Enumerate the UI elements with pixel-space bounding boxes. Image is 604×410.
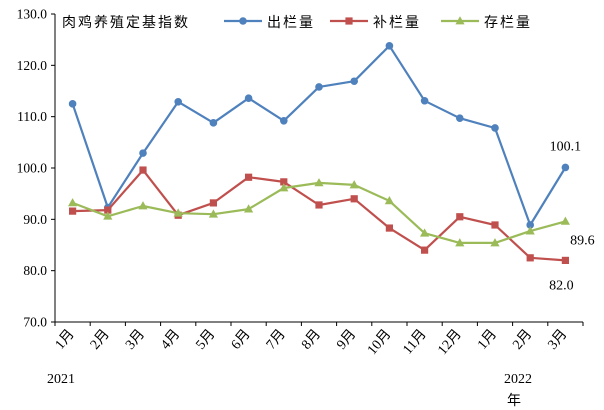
series-2-point-14	[560, 216, 570, 225]
legend-label-1: 补栏量	[373, 15, 421, 31]
series-1-point-9	[385, 224, 393, 232]
legend-item-2: 存栏量	[441, 15, 532, 31]
series-1-point-12	[491, 221, 499, 229]
series-2-point-2	[138, 201, 148, 210]
legend-marker-0	[239, 17, 247, 25]
series-2-point-13	[525, 226, 535, 235]
series-1-point-11	[456, 213, 464, 221]
legend-marker-2	[455, 16, 465, 25]
series-0-point-9	[385, 42, 394, 50]
legend-label-0: 出栏量	[267, 15, 315, 31]
legend-label-2: 存栏量	[484, 15, 532, 31]
series-1-point-0	[69, 207, 77, 215]
chart-data-labels: 100.1 89.6 82.0	[549, 139, 595, 293]
series-0-point-0	[68, 100, 77, 108]
year-label-suffix: 年	[507, 393, 521, 409]
chart-legend: 出栏量 补栏量 存栏量	[224, 15, 532, 31]
series-0-point-2	[139, 149, 147, 157]
series-1-point-5	[245, 173, 253, 181]
legend-marker-1	[345, 17, 353, 25]
series-1-point-2	[139, 166, 147, 174]
series-0-point-10	[420, 96, 429, 105]
y-tick-label-0: 70.0	[23, 315, 47, 330]
data-label-2: 82.0	[549, 278, 574, 293]
series-1-point-6	[280, 178, 288, 186]
series-0-point-14	[561, 163, 570, 172]
series-1-point-1	[104, 206, 112, 214]
data-label-0: 100.1	[550, 139, 582, 154]
legend-item-1: 补栏量	[330, 15, 421, 31]
year-label-start: 2021	[47, 372, 75, 387]
series-1-point-10	[421, 246, 429, 254]
series-2-point-8	[349, 180, 359, 189]
series-2-point-11	[455, 238, 465, 247]
series-1-point-14	[561, 256, 569, 264]
series-2-point-0	[68, 198, 78, 207]
series-2-point-3	[173, 208, 183, 217]
y-tick-label-3: 100.0	[17, 161, 48, 176]
series-2-point-9	[384, 196, 394, 205]
series-2-point-1	[103, 211, 113, 220]
chart-title: 肉鸡养殖定基指数	[62, 14, 190, 31]
y-tick-label-2: 90.0	[23, 212, 47, 227]
y-tick-label-4: 110.0	[17, 109, 47, 124]
series-1-point-8	[350, 195, 358, 203]
series-0-point-13	[526, 221, 534, 229]
series-0-point-6	[280, 116, 288, 125]
series-2-point-5	[244, 204, 254, 213]
series-2-point-7	[314, 178, 324, 187]
series-2-point-4	[208, 209, 218, 218]
year-label-end: 2022	[504, 372, 532, 387]
series-1-point-7	[315, 201, 323, 209]
series-0-point-8	[350, 77, 359, 86]
y-tick-label-6: 130.0	[17, 7, 48, 22]
chart-series	[68, 42, 570, 264]
series-2-point-6	[279, 183, 289, 192]
data-label-1: 89.6	[570, 233, 595, 248]
series-2-point-10	[420, 228, 430, 237]
series-1-point-13	[526, 254, 534, 262]
series-0-point-12	[491, 124, 499, 132]
series-0-point-5	[244, 94, 253, 102]
series-0-point-4	[209, 119, 218, 127]
series-1-point-4	[209, 199, 217, 207]
y-tick-label-5: 120.0	[17, 58, 48, 73]
legend-item-0: 出栏量	[224, 15, 315, 31]
y-tick-label-1: 80.0	[23, 263, 47, 278]
series-2-point-12	[490, 238, 500, 247]
series-0-point-7	[315, 83, 323, 91]
series-0-point-11	[456, 114, 464, 123]
series-0-point-3	[174, 97, 182, 106]
